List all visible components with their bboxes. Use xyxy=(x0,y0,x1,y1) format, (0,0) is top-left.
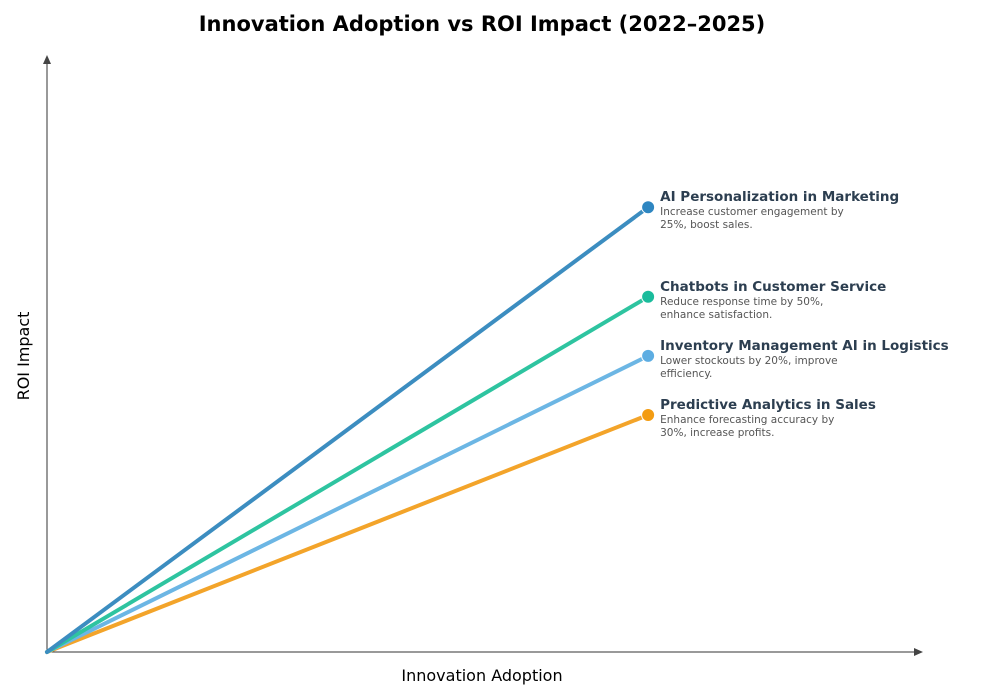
series-label-3: Predictive Analytics in Sales xyxy=(660,397,876,413)
series-description-1: Reduce response time by 50%, xyxy=(660,296,823,308)
series-label-0: AI Personalization in Marketing xyxy=(660,189,899,205)
series-endpoint-3 xyxy=(641,407,656,422)
series-label-1: Chatbots in Customer Service xyxy=(660,279,886,295)
series-line-0 xyxy=(45,205,651,654)
series-endpoint-2 xyxy=(641,348,656,363)
x-axis-arrow-icon xyxy=(914,648,923,656)
series-line-3 xyxy=(45,412,651,654)
series-description-0: Increase customer engagement by xyxy=(660,206,844,218)
series-description-3: Enhance forecasting accuracy by xyxy=(660,414,834,426)
chart-title: Innovation Adoption vs ROI Impact (2022–… xyxy=(199,12,766,36)
x-axis-label: Innovation Adoption xyxy=(401,666,562,685)
series-line-1 xyxy=(45,294,651,654)
y-axis-arrow-icon xyxy=(43,55,51,64)
series-description-2: efficiency. xyxy=(660,368,712,380)
series-line-2 xyxy=(45,353,651,654)
series-description-2: Lower stockouts by 20%, improve xyxy=(660,355,838,367)
series-description-0: 25%, boost sales. xyxy=(660,219,753,231)
series-label-2: Inventory Management AI in Logistics xyxy=(660,338,949,354)
series-endpoint-1 xyxy=(641,289,656,304)
y-axis-label: ROI Impact xyxy=(14,312,33,401)
series-endpoint-0 xyxy=(641,200,656,215)
series-description-1: enhance satisfaction. xyxy=(660,309,772,321)
series-description-3: 30%, increase profits. xyxy=(660,427,774,439)
